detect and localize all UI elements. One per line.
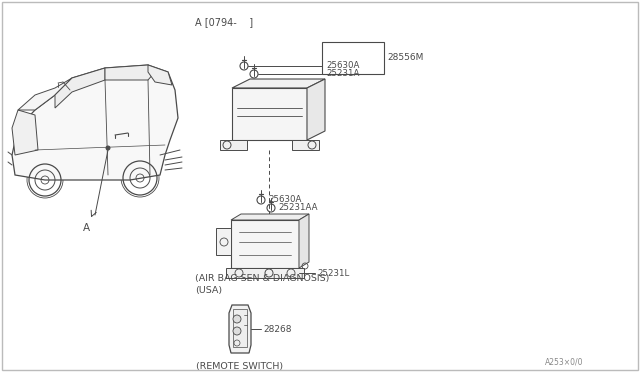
Text: (REMOTE SWITCH): (REMOTE SWITCH) — [196, 362, 284, 372]
Text: 25630A: 25630A — [268, 196, 301, 205]
Text: 25630A: 25630A — [326, 61, 360, 71]
Circle shape — [233, 327, 241, 335]
Polygon shape — [220, 140, 247, 150]
Text: A [0794-    ]: A [0794- ] — [195, 17, 253, 27]
Polygon shape — [12, 110, 38, 155]
Polygon shape — [232, 88, 307, 140]
Text: 25231L: 25231L — [317, 269, 349, 278]
Polygon shape — [231, 220, 299, 268]
Polygon shape — [307, 79, 325, 140]
Polygon shape — [18, 78, 72, 110]
Polygon shape — [55, 68, 105, 108]
Polygon shape — [299, 214, 309, 268]
Text: A: A — [83, 223, 90, 233]
Text: 25231A: 25231A — [326, 70, 360, 78]
Polygon shape — [105, 65, 155, 80]
Polygon shape — [216, 228, 231, 255]
Polygon shape — [292, 140, 319, 150]
Text: 25231AA: 25231AA — [278, 203, 317, 212]
Polygon shape — [233, 309, 247, 347]
Circle shape — [106, 146, 110, 150]
Bar — [322, 42, 384, 74]
Text: (AIR BAG SEN & DIAGNOSIS): (AIR BAG SEN & DIAGNOSIS) — [195, 273, 330, 282]
Polygon shape — [232, 79, 325, 88]
Polygon shape — [226, 268, 304, 278]
Polygon shape — [12, 65, 178, 180]
Polygon shape — [148, 65, 172, 85]
Text: (USA): (USA) — [195, 286, 222, 295]
Text: 28556M: 28556M — [387, 54, 424, 62]
Text: 28268: 28268 — [263, 324, 291, 334]
Text: A253×0/0: A253×0/0 — [545, 357, 584, 366]
Polygon shape — [229, 305, 251, 353]
Polygon shape — [231, 214, 309, 220]
Circle shape — [233, 315, 241, 323]
